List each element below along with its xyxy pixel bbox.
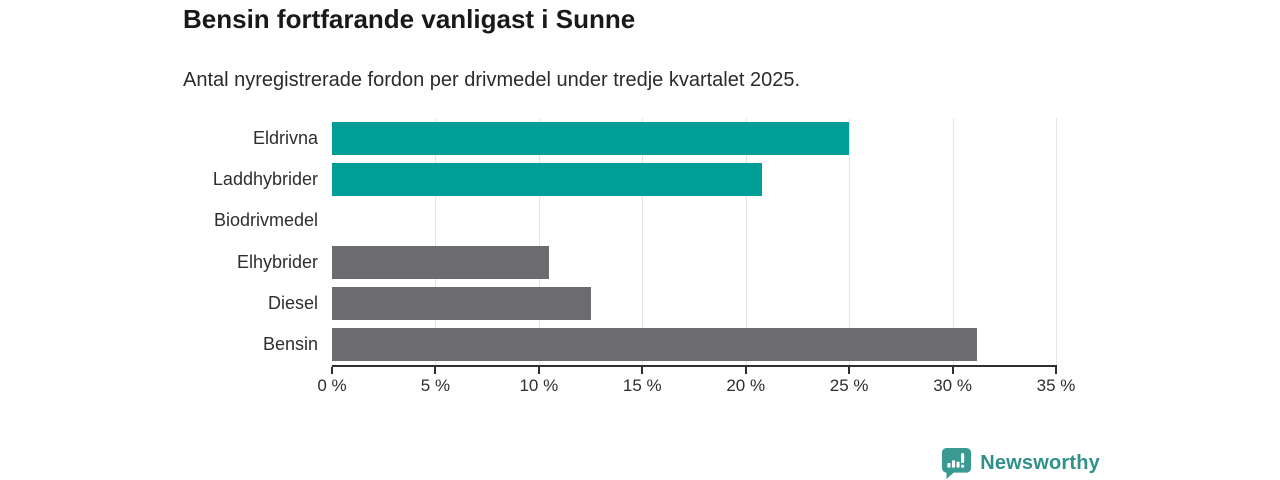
x-axis-line bbox=[332, 365, 1057, 367]
bar bbox=[332, 327, 978, 361]
gridline bbox=[1056, 118, 1057, 365]
chart-row: Eldrivna bbox=[253, 118, 1056, 159]
x-axis-tick-label: 20 % bbox=[726, 376, 766, 395]
x-axis-tick-label: 35 % bbox=[1036, 376, 1076, 395]
newsworthy-logo-icon bbox=[941, 447, 972, 480]
x-axis-tick-label: 15 % bbox=[622, 376, 662, 395]
bar bbox=[332, 286, 591, 320]
x-axis-tick-label: 30 % bbox=[933, 376, 972, 395]
x-axis-tick-label: 0 % bbox=[317, 376, 347, 395]
x-axis-tick bbox=[1055, 367, 1057, 374]
x-axis-tick-label: 25 % bbox=[829, 376, 869, 395]
chart-row: Laddhybrider bbox=[213, 159, 1056, 200]
x-axis-tick bbox=[641, 367, 644, 374]
gridline bbox=[849, 118, 851, 365]
gridline bbox=[435, 118, 437, 365]
x-axis-tick-label: 10 % bbox=[519, 376, 559, 395]
x-axis-tick-label: 5 % bbox=[420, 376, 451, 395]
chart-row: Biodrivmedel bbox=[214, 200, 1056, 241]
x-axis-tick bbox=[744, 367, 747, 374]
chart-subtitle: Antal nyregistrerade fordon per drivmede… bbox=[183, 69, 801, 91]
chart-row: Diesel bbox=[268, 283, 1056, 324]
x-axis-tick bbox=[434, 367, 437, 374]
chart-row: Elhybrider bbox=[237, 242, 1056, 283]
bar bbox=[332, 245, 550, 279]
gridline bbox=[642, 118, 644, 365]
chart-title: Bensin fortfarande vanligast i Sunne bbox=[183, 4, 636, 34]
category-label: Laddhybrider bbox=[212, 169, 318, 190]
newsworthy-logo[interactable]: Newsworthy bbox=[941, 446, 1100, 480]
x-axis-tick bbox=[331, 367, 333, 374]
chart-row: Bensin bbox=[263, 324, 1056, 365]
bar bbox=[332, 122, 850, 156]
category-label: Elhybrider bbox=[236, 251, 318, 272]
newsworthy-brand-text: Newsworthy bbox=[980, 451, 1100, 474]
bar bbox=[332, 163, 763, 197]
category-label: Diesel bbox=[267, 292, 318, 313]
gridline bbox=[952, 118, 954, 365]
x-axis-tick bbox=[848, 367, 851, 374]
category-label: Eldrivna bbox=[252, 128, 318, 149]
category-label: Bensin bbox=[262, 333, 318, 354]
x-axis-tick bbox=[951, 367, 954, 374]
x-axis-tick bbox=[537, 367, 540, 374]
gridline bbox=[538, 118, 540, 365]
category-label: Biodrivmedel bbox=[213, 210, 318, 231]
gridline bbox=[745, 118, 747, 365]
plot-area: Eldrivna Laddhybrider Biodrivmedel Elhybrid… bbox=[213, 118, 1075, 395]
